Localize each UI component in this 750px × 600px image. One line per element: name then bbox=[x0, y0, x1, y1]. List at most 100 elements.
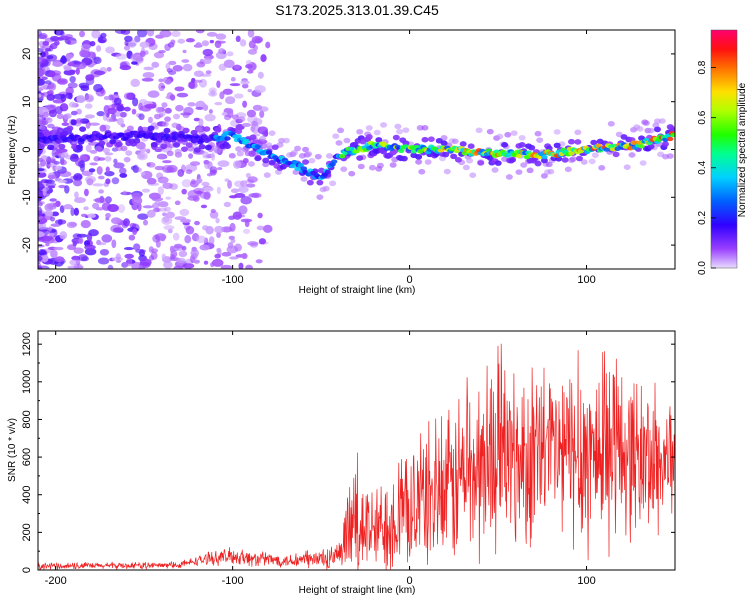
spectrogram-cell bbox=[88, 229, 99, 237]
spectrogram-ridge-cell bbox=[564, 166, 572, 173]
spectrogram-ridge-cell bbox=[166, 150, 174, 157]
spectrogram-cell bbox=[180, 218, 192, 223]
spectrogram-cell bbox=[198, 118, 204, 127]
spectrogram-ridge-cell bbox=[193, 147, 201, 153]
spectrogram-cell bbox=[151, 197, 164, 202]
spectrogram-ridge-cell bbox=[214, 127, 222, 133]
spectrogram-ridge-cell bbox=[591, 152, 599, 158]
snr-y-tick-label: 1200 bbox=[21, 332, 33, 356]
spectrogram-ridge-cell bbox=[496, 133, 504, 140]
spectrogram-cell bbox=[243, 228, 251, 234]
spectrogram-cell bbox=[202, 48, 214, 57]
spectrogram-cell bbox=[161, 253, 166, 260]
spectrogram-cell bbox=[38, 197, 42, 202]
spectrogram-ridge-cell bbox=[505, 174, 513, 180]
spectrogram-ridge-cell bbox=[332, 133, 340, 139]
spectrogram-ridge-cell bbox=[623, 164, 631, 170]
spectrogram-cell bbox=[259, 110, 265, 118]
spectrogram-ridge-cell bbox=[442, 151, 450, 158]
spectrogram-ridge-cell bbox=[545, 161, 553, 168]
spectrogram-cell bbox=[247, 48, 258, 55]
spectrogram-ridge-cell bbox=[603, 147, 610, 152]
spectrogram-ridge-cell bbox=[395, 128, 403, 135]
spectrogram-ridge-cell bbox=[147, 125, 155, 132]
spectrogram-cell bbox=[45, 104, 57, 110]
spectrogram-ridge-cell bbox=[55, 139, 62, 144]
spectrogram-ridge-cell bbox=[48, 157, 56, 163]
spectrogram-cell bbox=[66, 221, 77, 229]
spectrogram-ridge-cell bbox=[486, 155, 494, 161]
spectrogram-cell bbox=[179, 208, 190, 216]
spectrogram-ridge-cell bbox=[526, 167, 534, 174]
spectrogram-cell bbox=[41, 235, 54, 242]
spectrogram-cell bbox=[165, 62, 171, 70]
spectrogram-ridge-cell bbox=[56, 113, 64, 120]
spectrogram-ridge-cell bbox=[515, 153, 523, 159]
spectrogram-cell bbox=[113, 158, 118, 164]
snr-y-tick-label: 400 bbox=[21, 486, 33, 504]
spectrogram-cell bbox=[229, 222, 236, 232]
spectrogram-cell bbox=[215, 217, 220, 224]
spectrogram-ridge-cell bbox=[462, 164, 470, 171]
spectrogram-ridge-cell bbox=[400, 155, 408, 162]
spectrogram-ridge-cell bbox=[139, 146, 147, 153]
spectrogram-cell bbox=[171, 30, 181, 38]
snr-x-axis-label: Height of straight line (km) bbox=[299, 585, 416, 596]
spectrogram-cell bbox=[203, 57, 212, 65]
spectrogram-cell bbox=[176, 257, 186, 264]
spectrogram-cell bbox=[223, 201, 231, 208]
spectrogram-cell bbox=[126, 257, 133, 267]
spectrogram-cell bbox=[182, 63, 193, 72]
spectrogram-cell bbox=[113, 162, 125, 169]
snr-series-line bbox=[38, 343, 675, 570]
spectrogram-ridge-cell bbox=[397, 148, 405, 154]
spectrogram-cell bbox=[158, 201, 169, 208]
spectrogram-ridge-cell bbox=[569, 156, 577, 162]
spectrogram-ridge-cell bbox=[244, 150, 252, 157]
spectrogram-ridge-cell bbox=[317, 167, 325, 174]
spectrogram-ridge-cell bbox=[181, 146, 189, 152]
spectrogram-cell bbox=[199, 73, 212, 77]
spectrogram-ridge-cell bbox=[647, 143, 655, 150]
spectrogram-cell bbox=[174, 200, 181, 206]
spectrogram-cell bbox=[185, 169, 193, 175]
spectrogram-cell bbox=[105, 46, 115, 54]
spectrogram-ridge-cell bbox=[235, 146, 243, 152]
spectrogram-cell bbox=[158, 50, 166, 54]
spectrogram-cell bbox=[54, 256, 65, 263]
snr-x-tick-label: 100 bbox=[577, 575, 595, 587]
spectrogram-cell bbox=[113, 97, 122, 106]
spectrogram-cell bbox=[119, 64, 132, 71]
spectrogram-y-axis-label: Frequency (Hz) bbox=[7, 116, 18, 185]
spectrogram-ridge-cell bbox=[486, 128, 494, 135]
spectrogram-ridge-cell bbox=[337, 127, 345, 134]
spectrogram-cell bbox=[234, 93, 244, 99]
spectrogram-cell bbox=[117, 204, 126, 213]
spectrogram-ridge-cell bbox=[547, 168, 555, 175]
spectrogram-cell bbox=[257, 212, 263, 219]
spectrogram-cell bbox=[175, 104, 184, 112]
spectrogram-ridge-cell bbox=[418, 168, 426, 175]
spectrogram-ridge-cell bbox=[204, 144, 212, 151]
spectrogram-ridge-cell bbox=[561, 157, 569, 163]
spectrogram-cell bbox=[181, 188, 187, 195]
spectrogram-cell bbox=[72, 174, 78, 181]
spectrogram-cell bbox=[132, 97, 139, 107]
spectrogram-cell bbox=[111, 177, 120, 185]
snr-x-tick-label: 0 bbox=[407, 575, 413, 587]
spectrogram-ridge-cell bbox=[45, 117, 53, 124]
spectrogram-cell bbox=[55, 165, 62, 171]
spectrogram-y-tick-label: 10 bbox=[21, 96, 33, 108]
spectrogram-cell bbox=[70, 119, 77, 126]
spectrogram-cell bbox=[131, 61, 138, 65]
spectrogram-cell bbox=[131, 108, 137, 115]
spectrogram-cell bbox=[229, 83, 241, 87]
spectrogram-cell bbox=[72, 241, 77, 247]
spectrogram-cell bbox=[181, 179, 192, 188]
spectrogram-ridge-cell bbox=[459, 141, 467, 147]
spectrogram-cell bbox=[219, 91, 225, 100]
spectrogram-cell bbox=[246, 109, 257, 118]
spectrogram-ridge-cell bbox=[109, 138, 117, 145]
spectrogram-ridge-cell bbox=[61, 151, 69, 158]
spectrogram-cell bbox=[220, 264, 233, 269]
